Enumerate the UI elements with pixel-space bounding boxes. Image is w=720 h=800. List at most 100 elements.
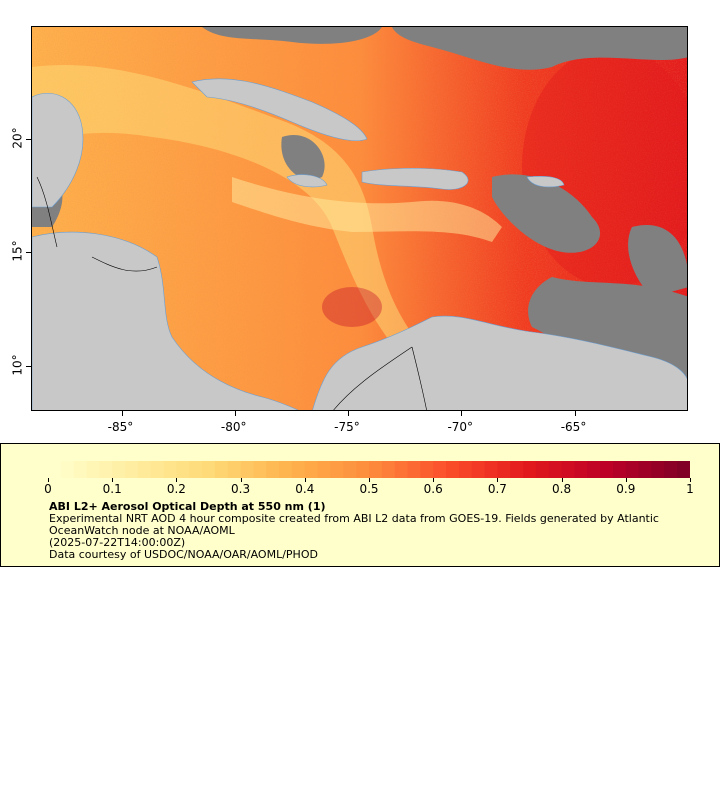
colorbar-label: 1: [686, 482, 694, 496]
aod-map: [32, 27, 687, 410]
colorbar-segment: [253, 461, 267, 478]
colorbar-segment: [279, 461, 293, 478]
legend-title: ABI L2+ Aerosol Optical Depth at 550 nm …: [49, 500, 326, 513]
colorbar-tick: [690, 478, 691, 482]
colorbar-label: 0.2: [166, 482, 186, 496]
colorbar-tick: [112, 478, 114, 482]
colorbar-segment: [291, 461, 306, 478]
colorbar-label: 0.4: [295, 482, 315, 496]
colorbar-segment: [317, 461, 331, 478]
aod-light-plume: [232, 177, 502, 242]
colorbar-segment: [600, 461, 614, 478]
colorbar-label: 0.8: [552, 482, 572, 496]
colorbar-segment: [202, 461, 216, 478]
colorbar-label: 0.9: [616, 482, 636, 496]
colorbar-segment: [433, 461, 447, 478]
colorbar-segment: [651, 461, 665, 478]
colorbar-segment: [471, 461, 486, 478]
colorbar-segment: [163, 461, 177, 478]
colorbar-segment: [60, 461, 75, 478]
colorbar-segment: [150, 461, 165, 478]
aod-high-patch: [322, 287, 382, 327]
lon-tick-label: -70°: [447, 420, 474, 434]
lon-tick: [348, 411, 350, 416]
lat-tick: [26, 252, 31, 254]
lon-tick-label: -75°: [334, 420, 360, 434]
colorbar-segment: [176, 461, 190, 478]
colorbar-segment: [497, 461, 511, 478]
colorbar-segment: [266, 461, 280, 478]
colorbar-segment: [484, 461, 498, 478]
colorbar-label: 0.6: [423, 482, 443, 496]
colorbar-segment: [548, 461, 563, 478]
colorbar-segment: [574, 461, 588, 478]
lat-tick: [26, 365, 31, 367]
colorbar-segment: [587, 461, 601, 478]
colorbar-label: 0.3: [231, 482, 251, 496]
colorbar-tick: [48, 478, 49, 482]
colorbar-segment: [304, 461, 319, 478]
lon-tick-label: -85°: [107, 420, 134, 434]
colorbar-label: 0.7: [487, 482, 507, 496]
colorbar-segment: [394, 461, 409, 478]
lat-tick-label: 10°: [10, 354, 25, 376]
colorbar-tick: [433, 478, 435, 482]
colorbar-segment: [125, 461, 139, 478]
lat-tick-label: 20°: [10, 127, 25, 149]
colorbar-segment: [458, 461, 473, 478]
colorbar-tick: [625, 478, 627, 482]
colorbar-segment: [420, 461, 434, 478]
colorbar-segment: [343, 461, 357, 478]
colorbar-segment: [625, 461, 640, 478]
colorbar: [48, 461, 690, 478]
colorbar-segment: [240, 461, 254, 478]
legend-text: ABI L2+ Aerosol Optical Depth at 550 nm …: [49, 501, 699, 561]
colorbar-segment: [99, 461, 113, 478]
colorbar-segment: [356, 461, 370, 478]
colorbar-segment: [189, 461, 203, 478]
legend-timestamp: (2025-07-22T14:00:00Z): [49, 536, 186, 549]
colorbar-tick: [561, 478, 563, 482]
colorbar-segment: [137, 461, 152, 478]
colorbar-segment: [677, 461, 690, 478]
colorbar-segment: [86, 461, 100, 478]
lon-tick-label: -65°: [560, 420, 587, 434]
colorbar-segment: [381, 461, 396, 478]
lon-tick: [574, 411, 576, 416]
colorbar-segment: [535, 461, 550, 478]
map-panel: [31, 26, 688, 411]
colorbar-segment: [446, 461, 460, 478]
colorbar-segment: [510, 461, 524, 478]
colorbar-segment: [112, 461, 126, 478]
colorbar-tick: [304, 478, 306, 482]
colorbar-label: 0.5: [359, 482, 379, 496]
colorbar-segment: [214, 461, 229, 478]
lat-tick-label: 15°: [10, 240, 25, 263]
colorbar-segment: [227, 461, 242, 478]
legend-credit: Data courtesy of USDOC/NOAA/OAR/AOML/PHO…: [49, 548, 318, 561]
legend-panel: 0 0.1 0.2 0.3 0.4 0.5 0.6 0.7 0.8 0.9 1 ABI L2+ Ae…: [0, 443, 720, 567]
colorbar-segment: [523, 461, 537, 478]
colorbar-segment: [369, 461, 383, 478]
colorbar-segment: [407, 461, 421, 478]
lon-tick-label: -80°: [220, 420, 247, 434]
colorbar-tick: [497, 478, 499, 482]
colorbar-segment: [330, 461, 344, 478]
lon-tick: [121, 411, 123, 416]
legend-description: Experimental NRT AOD 4 hour composite cr…: [49, 512, 659, 537]
colorbar-label: 0.1: [102, 482, 122, 496]
colorbar-segment: [664, 461, 678, 478]
colorbar-tick: [176, 478, 178, 482]
colorbar-tick: [369, 478, 370, 482]
colorbar-segment: [561, 461, 575, 478]
borders: [36, 176, 427, 410]
lon-tick: [461, 411, 463, 416]
colorbar-label: 0: [44, 482, 52, 496]
lon-tick: [234, 411, 236, 416]
colorbar-segment: [48, 461, 62, 478]
colorbar-segment: [638, 461, 652, 478]
colorbar-tick: [240, 478, 242, 482]
colorbar-segment: [73, 461, 88, 478]
colorbar-segment: [612, 461, 627, 478]
lat-tick: [26, 139, 31, 141]
